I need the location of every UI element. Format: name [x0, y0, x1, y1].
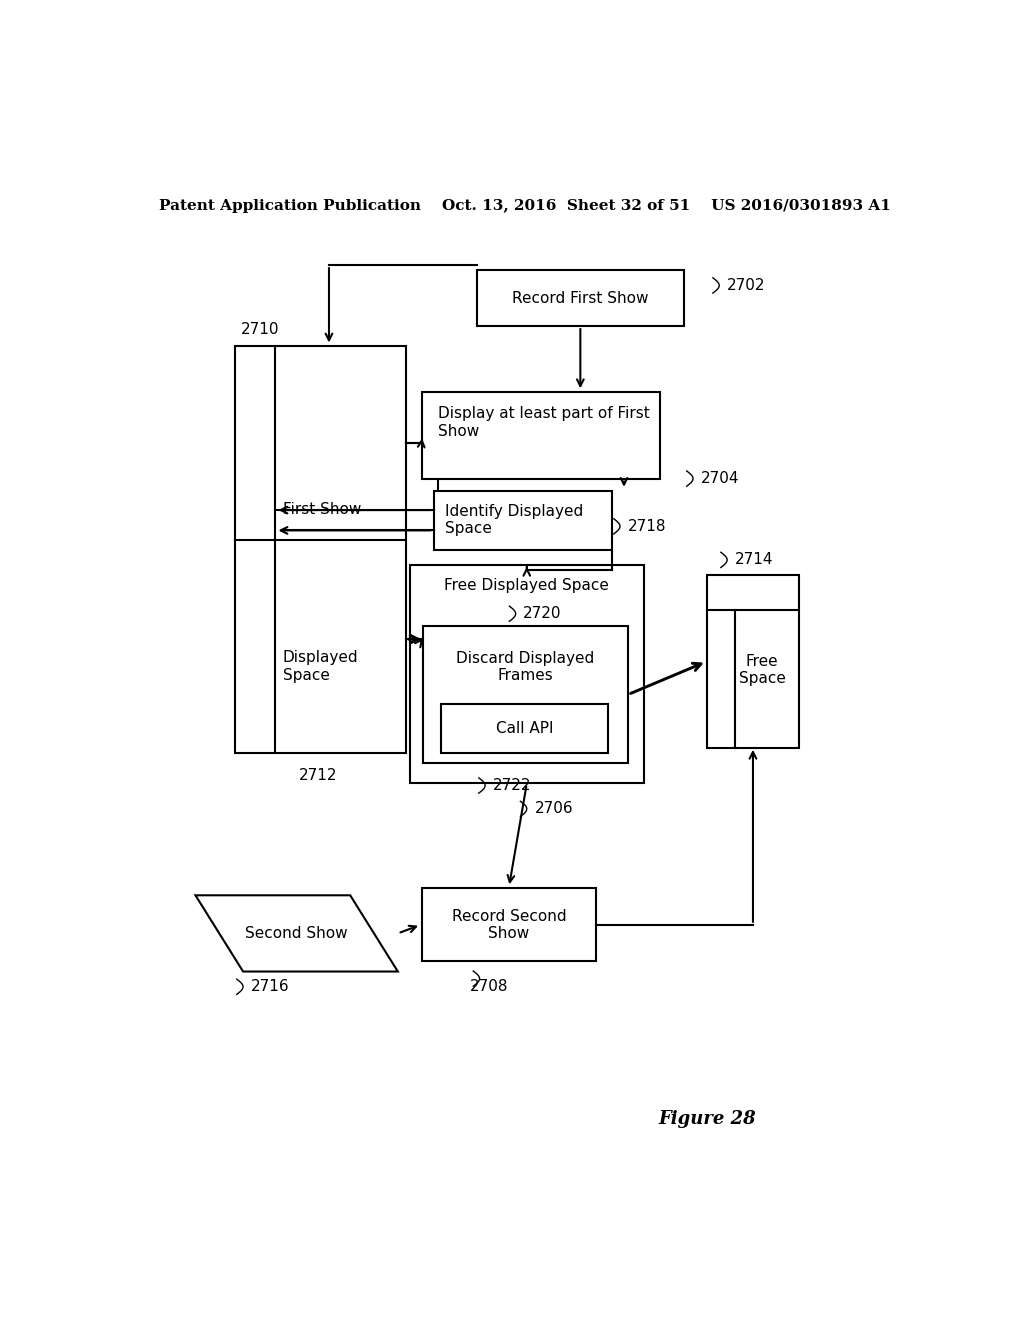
Text: 2702: 2702: [727, 279, 766, 293]
Text: Record First Show: Record First Show: [512, 290, 648, 306]
Bar: [433, 491, 612, 549]
Text: 2716: 2716: [251, 979, 290, 994]
Polygon shape: [196, 895, 397, 972]
Text: 2720: 2720: [523, 606, 561, 622]
Text: Second Show: Second Show: [246, 925, 348, 941]
Text: Figure 28: Figure 28: [658, 1110, 756, 1127]
Text: Free
Space: Free Space: [738, 653, 785, 686]
Text: Discard Displayed
Frames: Discard Displayed Frames: [457, 651, 595, 684]
Bar: [423, 626, 628, 763]
Bar: [477, 271, 684, 326]
Text: 2704: 2704: [701, 471, 739, 486]
Text: Record Second
Show: Record Second Show: [452, 908, 566, 941]
Text: 2718: 2718: [628, 519, 667, 533]
Text: 2706: 2706: [535, 801, 573, 816]
Text: 2708: 2708: [470, 978, 508, 994]
Text: Patent Application Publication    Oct. 13, 2016  Sheet 32 of 51    US 2016/03018: Patent Application Publication Oct. 13, …: [159, 199, 891, 213]
Bar: [708, 576, 799, 748]
Bar: [422, 888, 596, 961]
Text: Display at least part of First
Show: Display at least part of First Show: [437, 407, 649, 438]
Bar: [236, 346, 406, 752]
Bar: [422, 392, 659, 479]
Text: 2714: 2714: [735, 552, 773, 568]
Text: First Show: First Show: [283, 502, 361, 516]
Bar: [441, 704, 608, 752]
Text: Identify Displayed
Space: Identify Displayed Space: [445, 504, 584, 536]
Text: 2712: 2712: [299, 768, 338, 783]
Text: Free Displayed Space: Free Displayed Space: [444, 578, 609, 593]
Text: 2710: 2710: [241, 322, 280, 338]
Text: 2722: 2722: [494, 777, 531, 793]
Text: Call API: Call API: [496, 721, 554, 737]
Bar: [410, 565, 644, 784]
Text: Displayed
Space: Displayed Space: [283, 651, 358, 682]
